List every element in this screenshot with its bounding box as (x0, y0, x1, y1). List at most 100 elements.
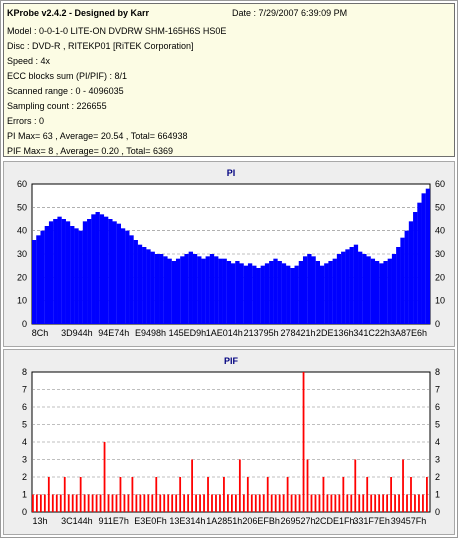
data-bar (342, 477, 345, 512)
data-bar (413, 212, 418, 324)
y-tick-label-right: 10 (435, 296, 445, 306)
data-bar (43, 494, 46, 512)
data-bar (418, 494, 420, 512)
data-bar (370, 494, 373, 512)
y-tick-label-left: 5 (22, 420, 27, 430)
data-bar (139, 494, 142, 512)
data-bar (270, 494, 273, 512)
x-tick-label: 94E74h (98, 328, 129, 338)
data-bar (417, 202, 422, 324)
data-bar (302, 256, 308, 324)
y-tick-label-right: 40 (435, 226, 445, 236)
data-bar (231, 494, 233, 512)
data-bar (353, 244, 359, 324)
data-bar (374, 261, 380, 324)
data-bar (197, 256, 202, 324)
data-bar (294, 265, 299, 324)
data-bar (426, 477, 428, 512)
y-tick-label-left: 0 (22, 319, 27, 329)
data-bar (243, 265, 249, 324)
data-bar (311, 256, 316, 324)
data-bar (358, 494, 361, 512)
x-tick-label: 8Ch (32, 328, 49, 338)
data-bar (231, 263, 236, 324)
data-bar (32, 240, 37, 324)
data-bar (322, 477, 325, 512)
pif-summary-row: PIF Max= 8 , Average= 0.20 , Total= 6369 (7, 146, 174, 156)
data-bar (108, 219, 113, 324)
data-bar (290, 268, 295, 324)
data-bar (154, 254, 160, 324)
data-bar (378, 494, 381, 512)
data-bar (67, 494, 70, 512)
data-bar (410, 477, 412, 512)
data-bar (188, 251, 193, 324)
x-tick-label: 3C144h (61, 516, 93, 526)
data-bar (79, 477, 82, 512)
y-tick-label-right: 8 (435, 367, 440, 377)
data-bar (159, 494, 162, 512)
data-bar (307, 254, 312, 324)
data-bar (167, 494, 170, 512)
y-tick-label-right: 6 (435, 402, 440, 412)
data-bar (345, 249, 350, 324)
data-bar (314, 494, 317, 512)
disc-row: Disc : DVD-R , RITEKP01 [RiTEK Corporati… (7, 41, 194, 51)
data-bar (163, 494, 166, 512)
data-bar (227, 494, 229, 512)
data-bar (175, 258, 181, 324)
pif-chart-panel: PIF 0 0 1 1 2 2 3 3 4 4 5 5 6 6 7 7 8 8 13h 3C144h 911E7h E3E0… (3, 349, 455, 535)
chart-title: PI (227, 168, 236, 178)
data-bar (422, 494, 424, 512)
x-tick-label: 213795h (244, 328, 279, 338)
y-tick-label-left: 20 (17, 272, 27, 282)
y-tick-label-left: 2 (22, 472, 27, 482)
data-bar (362, 494, 365, 512)
data-bar (74, 228, 79, 324)
data-bar (201, 258, 206, 324)
data-bar (211, 494, 213, 512)
data-bar (207, 477, 209, 512)
y-tick-label-right: 20 (435, 272, 445, 282)
data-bar (247, 263, 253, 324)
data-bar (391, 254, 397, 324)
data-bar (129, 235, 134, 324)
x-tick-label: 2DE136h (316, 328, 354, 338)
x-tick-label: 269527h (280, 516, 315, 526)
data-bar (250, 494, 253, 512)
y-tick-label-right: 5 (435, 420, 440, 430)
data-bar (103, 216, 109, 324)
data-bar (366, 477, 369, 512)
data-bar (91, 214, 96, 324)
data-bar (143, 494, 146, 512)
data-bar (332, 258, 337, 324)
data-bar (256, 268, 261, 324)
data-bar (338, 494, 341, 512)
y-tick-label-right: 30 (435, 249, 445, 259)
pi-chart-panel: PI 0 0 10 10 20 20 30 30 40 40 50 50 60 60 8Ch 3D944h 94E… (3, 161, 455, 347)
data-bar (286, 265, 291, 324)
data-bar (53, 219, 58, 324)
data-bar (155, 477, 158, 512)
y-tick-label-left: 40 (17, 226, 27, 236)
data-bar (112, 221, 117, 324)
data-bar (99, 494, 102, 512)
data-bar (82, 221, 88, 324)
data-bar (394, 494, 396, 512)
x-tick-label: 206EFBh (242, 516, 280, 526)
data-bar (294, 494, 297, 512)
data-bar (150, 251, 155, 324)
data-bar (346, 494, 349, 512)
data-bar (298, 261, 304, 324)
y-tick-label-right: 0 (435, 319, 440, 329)
data-bar (195, 494, 197, 512)
data-bar (175, 494, 178, 512)
data-bar (179, 477, 182, 512)
y-tick-label-left: 4 (22, 437, 27, 447)
data-bar (298, 494, 301, 512)
data-bar (396, 247, 401, 324)
data-bar (95, 212, 100, 324)
data-bar (383, 261, 388, 324)
data-bar (319, 265, 325, 324)
